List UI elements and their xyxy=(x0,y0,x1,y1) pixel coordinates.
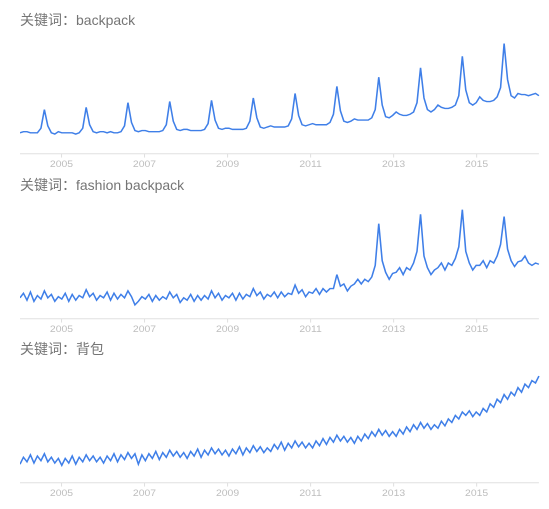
x-tick-label: 2015 xyxy=(465,489,489,499)
x-tick-label: 2005 xyxy=(50,489,74,499)
x-tick-label: 2007 xyxy=(133,159,157,169)
panel-title: 关键词：fashion backpack xyxy=(20,175,541,195)
chart-panel: 关键词：背包 2005 2007 2009 2011 2013 2015 xyxy=(20,339,541,504)
x-tick-label: 2009 xyxy=(216,489,240,499)
trend-line xyxy=(20,209,539,304)
x-tick-label: 2011 xyxy=(299,324,322,334)
x-tick-label: 2011 xyxy=(299,159,322,169)
chart-area: 2005 2007 2009 2011 2013 2015 xyxy=(20,32,541,175)
chart-svg: 2005 2007 2009 2011 2013 2015 xyxy=(20,361,541,504)
x-tick-label: 2013 xyxy=(382,489,406,499)
chart-panel: 关键词：backpack 2005 2007 2009 2011 2013 2015 xyxy=(20,10,541,175)
panel-title: 关键词：backpack xyxy=(20,10,541,30)
x-tick-label: 2007 xyxy=(133,489,157,499)
x-tick-label: 2015 xyxy=(465,159,489,169)
chart-area: 2005 2007 2009 2011 2013 2015 xyxy=(20,361,541,504)
panel-title: 关键词：背包 xyxy=(20,339,541,359)
x-tick-label: 2005 xyxy=(50,324,74,334)
trend-line xyxy=(20,376,539,465)
chart-panel: 关键词：fashion backpack 2005 2007 2009 2011 2013… xyxy=(20,175,541,340)
trends-page: 关键词：backpack200520072009201120132015关键词：… xyxy=(0,0,549,509)
x-tick-label: 2013 xyxy=(382,159,406,169)
trend-line xyxy=(20,44,539,135)
x-tick-label: 2009 xyxy=(216,324,240,334)
chart-svg: 2005 2007 2009 2011 2013 2015 xyxy=(20,32,541,175)
x-tick-label: 2011 xyxy=(299,489,322,499)
x-tick-label: 2015 xyxy=(465,324,489,334)
x-tick-label: 2013 xyxy=(382,324,406,334)
x-tick-label: 2007 xyxy=(133,324,157,334)
chart-svg: 2005 2007 2009 2011 2013 2015 xyxy=(20,197,541,340)
chart-area: 2005 2007 2009 2011 2013 2015 xyxy=(20,197,541,340)
x-tick-label: 2005 xyxy=(50,159,74,169)
x-tick-label: 2009 xyxy=(216,159,240,169)
